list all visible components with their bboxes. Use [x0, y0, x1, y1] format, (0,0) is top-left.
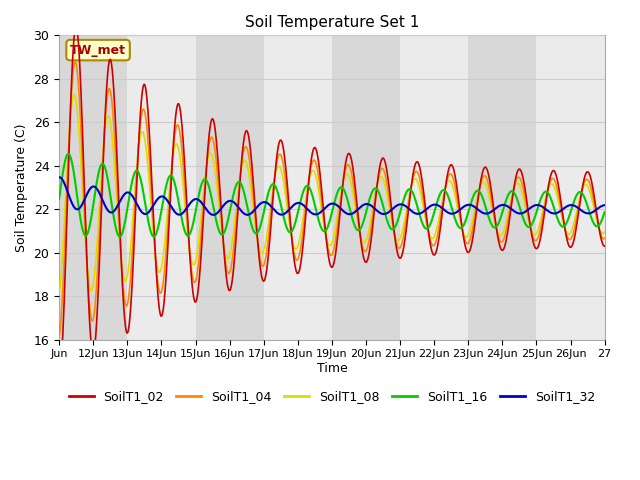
Bar: [196, 36, 264, 340]
Bar: [59, 36, 127, 340]
Bar: [332, 36, 400, 340]
Bar: [127, 36, 196, 340]
Title: Soil Temperature Set 1: Soil Temperature Set 1: [244, 15, 419, 30]
Legend: SoilT1_02, SoilT1_04, SoilT1_08, SoilT1_16, SoilT1_32: SoilT1_02, SoilT1_04, SoilT1_08, SoilT1_…: [63, 385, 600, 408]
Y-axis label: Soil Temperature (C): Soil Temperature (C): [15, 123, 28, 252]
Bar: [468, 36, 536, 340]
Text: TW_met: TW_met: [70, 44, 126, 57]
X-axis label: Time: Time: [317, 362, 348, 375]
Bar: [400, 36, 468, 340]
Bar: [536, 36, 605, 340]
Bar: [264, 36, 332, 340]
